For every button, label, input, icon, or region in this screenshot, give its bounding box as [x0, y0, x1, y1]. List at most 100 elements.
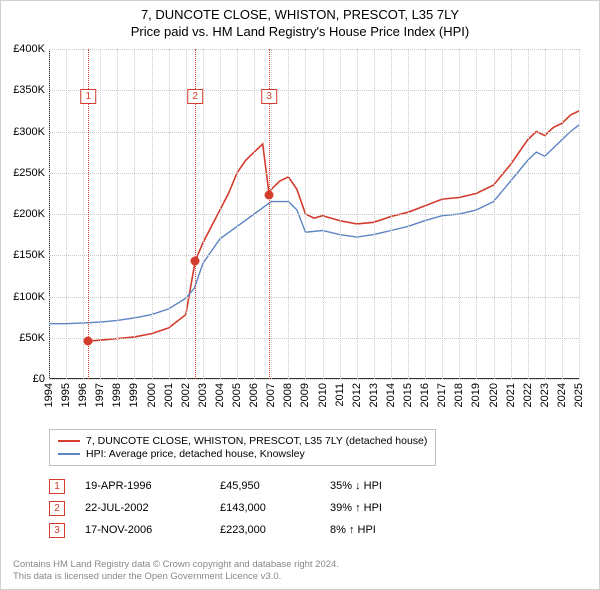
gridline-v	[579, 49, 580, 379]
gridline-h	[49, 132, 579, 133]
gridline-v	[340, 49, 341, 379]
legend-swatch	[58, 453, 80, 455]
sales-row-date: 22-JUL-2002	[85, 502, 220, 514]
gridline-h	[49, 338, 579, 339]
gridline-v	[288, 49, 289, 379]
footer-line1: Contains HM Land Registry data © Crown c…	[13, 559, 339, 571]
legend-label: 7, DUNCOTE CLOSE, WHISTON, PRESCOT, L35 …	[86, 435, 427, 447]
sales-table-row: 317-NOV-2006£223,0008% ↑ HPI	[49, 519, 440, 541]
x-tick-label: 1997	[94, 383, 106, 407]
x-tick-label: 1998	[111, 383, 123, 407]
x-tick-label: 2002	[180, 383, 192, 407]
x-tick-label: 2017	[436, 383, 448, 407]
y-tick-label: £200K	[13, 208, 45, 220]
x-tick-label: 2006	[248, 383, 260, 407]
x-tick-label: 2016	[419, 383, 431, 407]
gridline-h	[49, 214, 579, 215]
sales-table-row: 2 22-JUL-2002£143,00039% ↑ HPI	[49, 497, 440, 519]
gridline-v	[100, 49, 101, 379]
x-tick-label: 2021	[505, 383, 517, 407]
gridline-v	[545, 49, 546, 379]
x-tick-label: 2025	[573, 383, 585, 407]
y-tick-label: £50K	[19, 332, 45, 344]
gridline-v	[169, 49, 170, 379]
x-tick-label: 2007	[265, 383, 277, 407]
gridline-h	[49, 49, 579, 50]
gridline-v	[254, 49, 255, 379]
x-tick-label: 2008	[282, 383, 294, 407]
plot-area: £0£50K£100K£150K£200K£250K£300K£350K£400…	[49, 49, 579, 379]
gridline-v	[374, 49, 375, 379]
x-tick-label: 2010	[317, 383, 329, 407]
gridline-v	[134, 49, 135, 379]
gridline-v	[459, 49, 460, 379]
x-tick-label: 2015	[402, 383, 414, 407]
x-tick-label: 2018	[453, 383, 465, 407]
y-tick-label: £400K	[13, 43, 45, 55]
gridline-v	[323, 49, 324, 379]
sale-event-badge: 2	[187, 89, 203, 104]
y-tick-label: £100K	[13, 291, 45, 303]
gridline-h	[49, 255, 579, 256]
chart-container: 7, DUNCOTE CLOSE, WHISTON, PRESCOT, L35 …	[0, 0, 600, 590]
title-subtitle: Price paid vs. HM Land Registry's House …	[1, 24, 599, 39]
gridline-h	[49, 90, 579, 91]
gridline-v	[152, 49, 153, 379]
footer-attribution: Contains HM Land Registry data © Crown c…	[13, 559, 339, 583]
x-tick-label: 2011	[334, 383, 346, 407]
y-tick-label: £350K	[13, 84, 45, 96]
x-tick-label: 2023	[539, 383, 551, 407]
sales-row-price: £45,950	[220, 480, 330, 492]
legend-label: HPI: Average price, detached house, Know…	[86, 448, 305, 460]
sales-row-date: 17-NOV-2006	[85, 524, 220, 536]
x-tick-label: 2022	[522, 383, 534, 407]
y-tick-label: £300K	[13, 126, 45, 138]
gridline-v	[357, 49, 358, 379]
sales-row-date: 19-APR-1996	[85, 480, 220, 492]
gridline-v	[476, 49, 477, 379]
sales-row-delta: 39% ↑ HPI	[330, 502, 440, 514]
gridline-v	[528, 49, 529, 379]
gridline-v	[117, 49, 118, 379]
x-tick-label: 1995	[60, 383, 72, 407]
gridline-v	[49, 49, 50, 379]
x-tick-label: 1999	[128, 383, 140, 407]
gridline-v	[425, 49, 426, 379]
gridline-h	[49, 379, 579, 380]
gridline-v	[442, 49, 443, 379]
x-tick-label: 2005	[231, 383, 243, 407]
sales-row-index: 1	[49, 479, 65, 494]
gridline-v	[237, 49, 238, 379]
legend-row: HPI: Average price, detached house, Know…	[58, 448, 427, 460]
legend: 7, DUNCOTE CLOSE, WHISTON, PRESCOT, L35 …	[49, 429, 436, 466]
sales-row-price: £143,000	[220, 502, 330, 514]
x-tick-label: 1996	[77, 383, 89, 407]
x-tick-label: 2003	[197, 383, 209, 407]
sale-event-marker	[265, 191, 274, 200]
sales-row-index: 3	[49, 523, 65, 538]
footer-line2: This data is licensed under the Open Gov…	[13, 571, 339, 583]
title-address: 7, DUNCOTE CLOSE, WHISTON, PRESCOT, L35 …	[1, 7, 599, 22]
sales-row-index: 2	[49, 501, 65, 516]
sales-row-price: £223,000	[220, 524, 330, 536]
x-tick-label: 2009	[299, 383, 311, 407]
sale-event-marker	[191, 257, 200, 266]
y-tick-label: £250K	[13, 167, 45, 179]
x-tick-label: 1994	[43, 383, 55, 407]
x-tick-label: 2012	[351, 383, 363, 407]
series-line	[88, 111, 579, 341]
gridline-v	[408, 49, 409, 379]
x-tick-label: 2019	[470, 383, 482, 407]
sale-event-badge: 1	[81, 89, 97, 104]
title-block: 7, DUNCOTE CLOSE, WHISTON, PRESCOT, L35 …	[1, 1, 599, 39]
gridline-h	[49, 173, 579, 174]
gridline-v	[511, 49, 512, 379]
gridline-v	[305, 49, 306, 379]
x-tick-label: 2001	[163, 383, 175, 407]
gridline-v	[203, 49, 204, 379]
y-tick-label: £150K	[13, 249, 45, 261]
series-line	[49, 125, 579, 324]
x-tick-label: 2013	[368, 383, 380, 407]
gridline-v	[494, 49, 495, 379]
x-tick-label: 2024	[556, 383, 568, 407]
